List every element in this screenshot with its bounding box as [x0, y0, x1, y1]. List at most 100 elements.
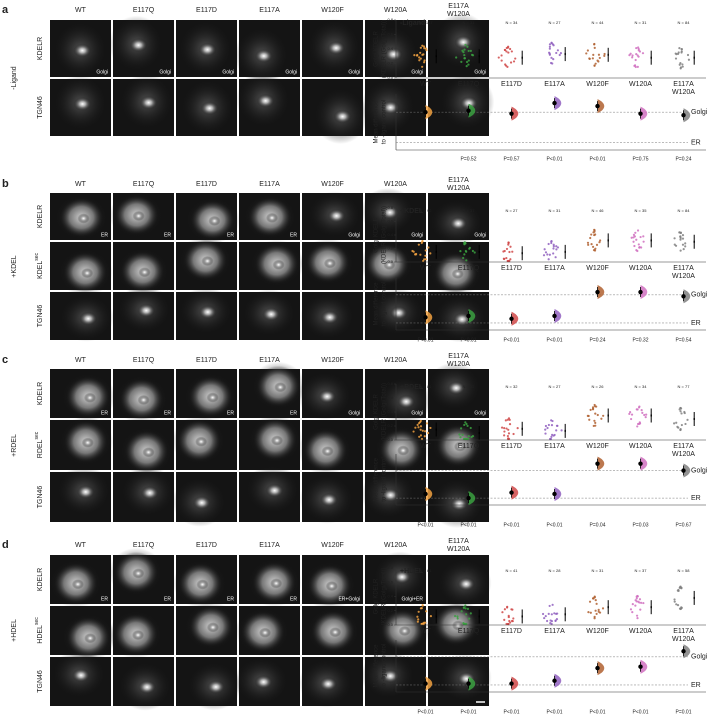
- y-tick-label: 0.6: [387, 395, 393, 400]
- image-annotation: Golgi: [411, 232, 423, 238]
- n-label: N = 84: [678, 20, 691, 25]
- swarm-point: [411, 249, 414, 253]
- swarm-point: [419, 425, 423, 428]
- y-tick-label: 0.0: [387, 75, 393, 80]
- row-label: KDELsec: [34, 252, 44, 279]
- swarm-point: [546, 426, 549, 430]
- x-tick-label: E117Q: [458, 265, 480, 272]
- swarm-point: [637, 243, 640, 246]
- swarm-point: [674, 57, 678, 60]
- swarm-point: [560, 429, 563, 432]
- swarm-point: [507, 243, 510, 246]
- swarm-point: [594, 247, 597, 250]
- swarm-point: [554, 256, 557, 259]
- reference-label: Golgi: [691, 467, 708, 474]
- swarm-point: [544, 428, 547, 431]
- image-annotation: ER+Golgi: [338, 596, 360, 602]
- swarm-point: [594, 599, 597, 602]
- cell-golgi: [192, 495, 211, 510]
- y-tick-label: 0.6: [387, 219, 393, 224]
- column-header: E117A: [259, 181, 280, 188]
- mean-difference: [466, 313, 471, 319]
- n-label: N = 34: [506, 20, 519, 25]
- swarm-point: [464, 604, 467, 607]
- n-label: N = 46: [592, 208, 605, 213]
- swarm-point: [603, 52, 606, 56]
- swarm-point: [555, 612, 558, 615]
- swarm-point: [501, 611, 504, 614]
- swarm-point: [638, 50, 642, 53]
- column-header: WT: [75, 357, 87, 364]
- swarm-point: [468, 247, 471, 250]
- swarm-point: [596, 59, 599, 62]
- p-value: P=0.52: [461, 156, 477, 162]
- x-tick-label: E117A: [673, 265, 694, 272]
- image-annotation: Golgi+ER: [401, 596, 423, 602]
- swarm-point: [593, 419, 596, 422]
- n-label: N = 27: [549, 384, 562, 389]
- swarm-point: [459, 250, 462, 253]
- swarm-point: [635, 595, 638, 598]
- reference-label: ER: [691, 139, 701, 146]
- n-label: N = 84: [678, 208, 691, 213]
- image-annotation: ER: [227, 596, 234, 602]
- swarm-point: [553, 612, 556, 615]
- y-tick-label: 0.8: [387, 17, 393, 22]
- n-label: N = 31: [635, 20, 648, 25]
- swarm-point: [421, 604, 424, 607]
- swarm-point: [589, 236, 592, 240]
- swarm-point: [413, 53, 416, 57]
- swarm-point: [544, 251, 548, 254]
- p-value: P<0.01: [461, 522, 477, 528]
- row-label-text: TGN46: [37, 670, 44, 693]
- swarm-point: [509, 245, 512, 248]
- bootstrap-distribution: [597, 285, 605, 300]
- swarm-point: [507, 428, 510, 431]
- bootstrap-distribution: [468, 491, 476, 506]
- swarm-point: [427, 431, 430, 435]
- swarm-point: [459, 427, 463, 430]
- swarm-point: [555, 245, 558, 248]
- cell-golgi: [196, 579, 209, 590]
- cell-golgi: [137, 395, 150, 406]
- x-tick-label: E117Q: [458, 443, 480, 450]
- swarm-point: [466, 607, 470, 611]
- swarm-point: [453, 614, 457, 618]
- swarm-point: [464, 421, 467, 424]
- swarm-point: [503, 48, 506, 52]
- swarm-point: [456, 615, 459, 618]
- row-label: KDELR: [37, 37, 44, 60]
- cell-golgi: [397, 394, 416, 409]
- swarm-point: [467, 59, 470, 62]
- cell-golgi: [198, 42, 217, 57]
- cell-golgi: [132, 210, 145, 221]
- swarm-point: [463, 57, 467, 60]
- row-label: RDELsec: [34, 431, 44, 458]
- cell-golgi: [323, 258, 336, 269]
- y-axis-label: Mean difference: [374, 644, 380, 688]
- swarm-point: [596, 413, 599, 417]
- swarm-point: [679, 249, 682, 252]
- p-value: P<0.01: [590, 156, 606, 162]
- reference-label: ER: [691, 682, 701, 689]
- swarm-point: [503, 427, 506, 430]
- swarm-point: [603, 54, 606, 57]
- swarm-point: [423, 59, 426, 62]
- swarm-point: [594, 424, 597, 427]
- swarm-point: [547, 258, 550, 261]
- y-tick-label: 0.4: [387, 232, 393, 237]
- column-header: WT: [75, 542, 87, 549]
- swarm-point: [423, 258, 426, 261]
- mean-difference: [466, 495, 471, 501]
- swarm-point: [471, 249, 475, 253]
- n-label: N = 41: [506, 568, 519, 573]
- swarm-point: [679, 428, 682, 431]
- swarm-point: [506, 259, 510, 263]
- y-tick-label: 0.0: [387, 259, 393, 264]
- p-value: P=0.04: [590, 522, 606, 528]
- swarm-point: [595, 243, 599, 246]
- x-tick-label: W120A: [672, 451, 695, 458]
- swarm-point: [422, 45, 426, 48]
- swarm-point: [545, 619, 549, 623]
- cell-golgi: [81, 268, 94, 279]
